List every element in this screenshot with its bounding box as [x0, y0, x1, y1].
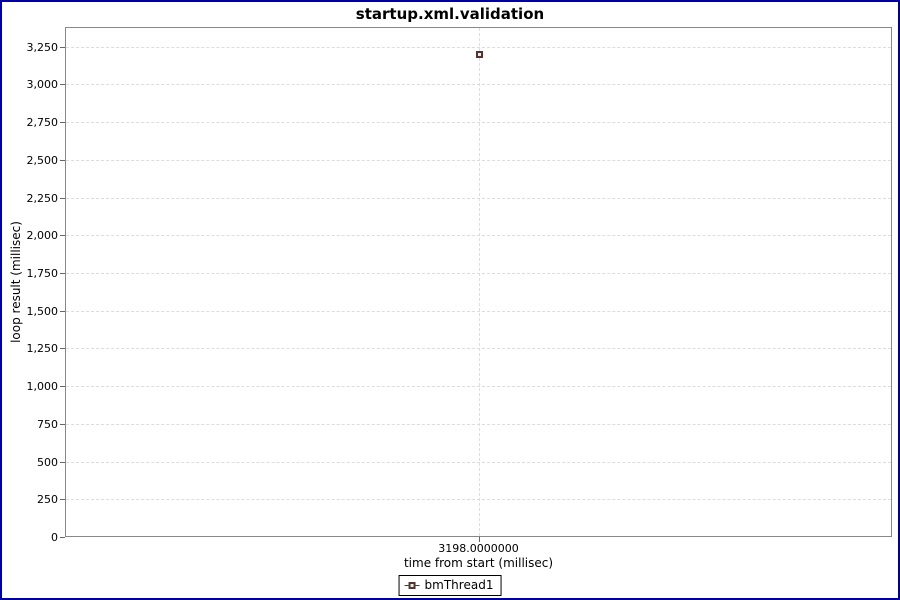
y-tick-mark	[60, 424, 65, 425]
y-tick-mark	[60, 311, 65, 312]
legend-series-label: bmThread1	[424, 578, 494, 592]
gridline-horizontal	[66, 311, 891, 312]
gridline-horizontal	[66, 424, 891, 425]
gridline-horizontal	[66, 84, 891, 85]
y-tick-mark	[60, 273, 65, 274]
gridline-vertical	[479, 28, 480, 536]
gridline-horizontal	[66, 386, 891, 387]
y-tick-label: 1,000	[26, 380, 59, 393]
x-axis-tick-label: 3198.0000000	[438, 542, 519, 555]
y-tick-mark	[60, 198, 65, 199]
y-tick-label: 0	[51, 531, 58, 544]
y-tick-mark	[60, 47, 65, 48]
y-tick-label: 2,500	[26, 154, 59, 167]
chart-title: startup.xml.validation	[355, 5, 545, 23]
gridline-horizontal	[66, 198, 891, 199]
y-tick-label: 3,250	[26, 41, 59, 54]
y-tick-label: 1,500	[26, 305, 59, 318]
y-tick-label: 1,750	[26, 267, 59, 280]
y-tick-label: 250	[37, 493, 58, 506]
gridline-horizontal	[66, 47, 891, 48]
legend: bmThread1	[398, 575, 502, 596]
gridline-horizontal	[66, 160, 891, 161]
y-tick-mark	[60, 160, 65, 161]
y-tick-mark	[60, 235, 65, 236]
x-tick-mark	[479, 537, 480, 542]
y-tick-label: 1,250	[26, 342, 59, 355]
y-axis-title: loop result (millisec)	[9, 221, 23, 343]
x-axis-title: time from start (millisec)	[403, 556, 554, 570]
y-tick-mark	[60, 499, 65, 500]
y-tick-label: 3,000	[26, 78, 59, 91]
gridline-horizontal	[66, 462, 891, 463]
y-tick-mark	[60, 462, 65, 463]
y-tick-mark	[60, 84, 65, 85]
y-tick-label: 500	[37, 456, 58, 469]
y-tick-mark	[60, 348, 65, 349]
gridline-horizontal	[66, 273, 891, 274]
gridline-horizontal	[66, 348, 891, 349]
y-tick-label: 2,250	[26, 192, 59, 205]
y-tick-label: 2,750	[26, 116, 59, 129]
y-tick-mark	[60, 386, 65, 387]
data-point-marker	[476, 51, 483, 58]
plot-area	[65, 27, 892, 537]
gridline-horizontal	[66, 122, 891, 123]
y-tick-label: 750	[37, 418, 58, 431]
gridline-horizontal	[66, 235, 891, 236]
legend-series-marker-icon	[404, 581, 420, 590]
y-tick-mark	[60, 122, 65, 123]
y-tick-label: 2,000	[26, 229, 59, 242]
gridline-horizontal	[66, 499, 891, 500]
y-tick-mark	[60, 537, 65, 538]
